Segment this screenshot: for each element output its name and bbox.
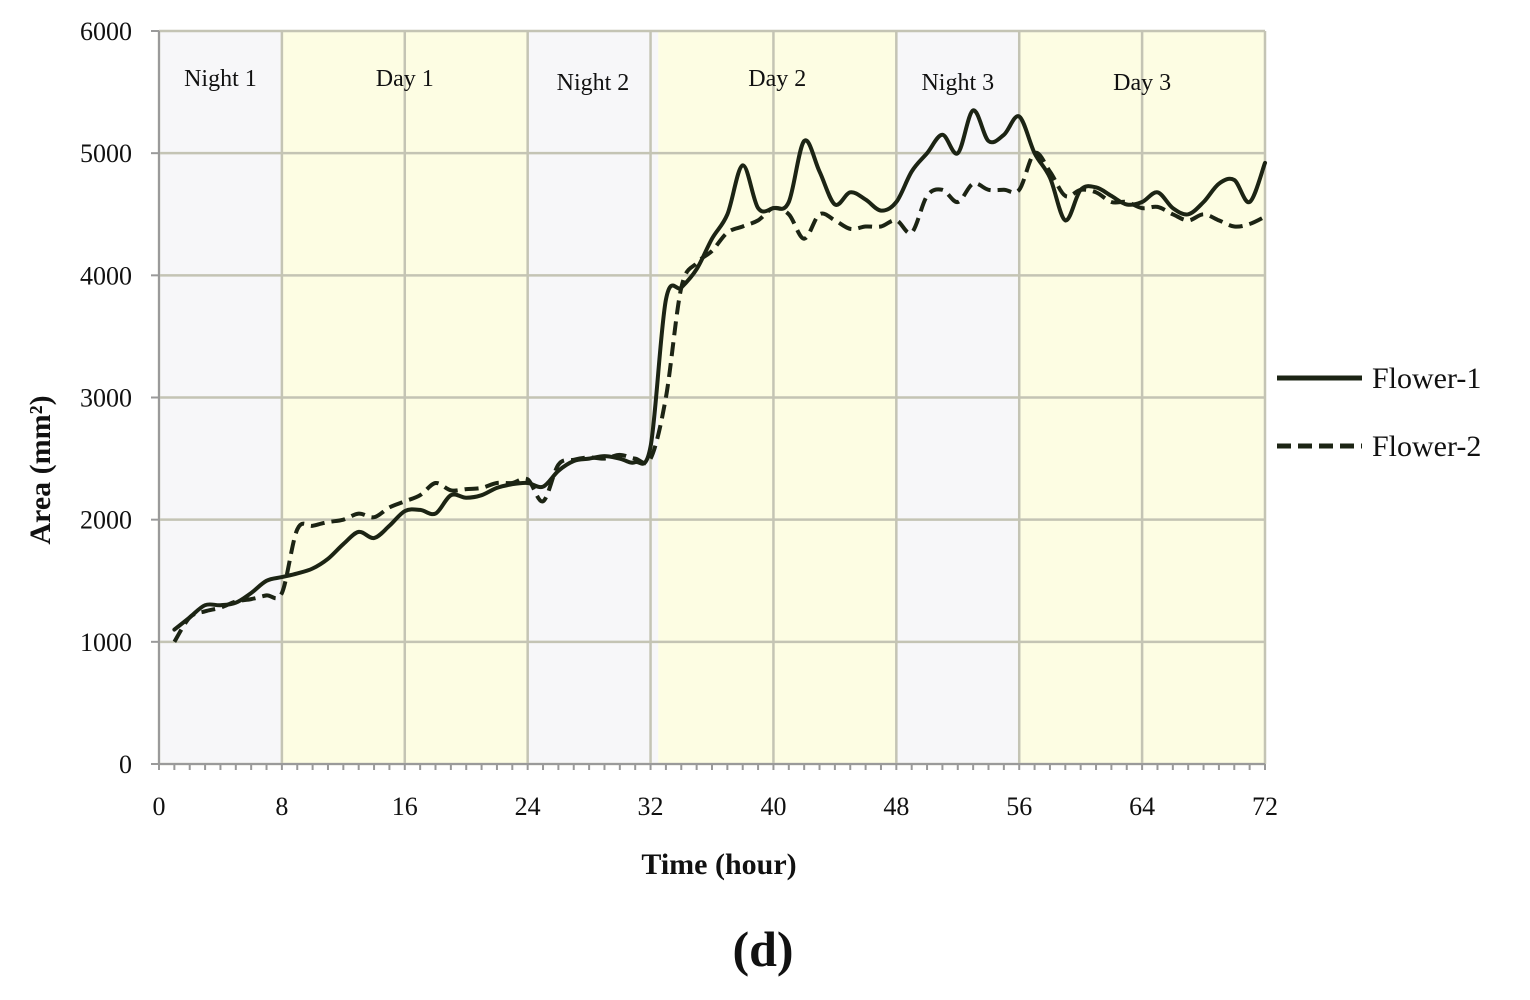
legend-label-flower-1: Flower-1 bbox=[1372, 362, 1481, 395]
y-tick-label: 6000 bbox=[80, 17, 132, 46]
x-tick-label: 32 bbox=[638, 792, 664, 821]
series-line-flower-2 bbox=[172, 150, 1266, 643]
x-tick-label: 16 bbox=[392, 792, 418, 821]
period-label: Night 3 bbox=[921, 70, 994, 96]
y-tick-label: 3000 bbox=[80, 384, 132, 413]
x-axis-title: Time (hour) bbox=[641, 848, 796, 881]
y-tick-label: 4000 bbox=[80, 261, 132, 290]
y-tick-label: 1000 bbox=[80, 628, 132, 657]
axes bbox=[151, 30, 1266, 770]
period-label: Day 2 bbox=[748, 66, 806, 92]
x-tick-label: 8 bbox=[275, 792, 288, 821]
period-label: Night 1 bbox=[184, 66, 257, 92]
period-label: Day 3 bbox=[1113, 70, 1171, 96]
y-tick-label: 0 bbox=[119, 750, 132, 779]
y-tick-label: 5000 bbox=[80, 139, 132, 168]
panel-label: (d) bbox=[732, 921, 793, 977]
x-tick-label: 24 bbox=[515, 792, 541, 821]
data-series bbox=[172, 108, 1267, 643]
period-labels: Night 1 Day 1 Night 2 Day 2 Night 3 Day 3 bbox=[184, 66, 1171, 96]
y-axis-title: Area (mm²) bbox=[24, 395, 57, 544]
y-tick-label: 2000 bbox=[80, 506, 132, 535]
tick-labels: 0 8 16 24 32 40 48 56 64 72 0 1000 2000 3000 4000 5000 6… bbox=[80, 17, 1278, 821]
x-tick-label: 48 bbox=[883, 792, 909, 821]
x-tick-label: 64 bbox=[1129, 792, 1155, 821]
x-tick-label: 56 bbox=[1006, 792, 1032, 821]
legend-label-flower-2: Flower-2 bbox=[1372, 430, 1481, 463]
period-label: Day 1 bbox=[376, 66, 434, 92]
legend: Flower-1 Flower-2 bbox=[1277, 362, 1481, 463]
x-tick-label: 72 bbox=[1252, 792, 1278, 821]
x-tick-label: 40 bbox=[760, 792, 786, 821]
x-tick-label: 0 bbox=[153, 792, 166, 821]
period-label: Night 2 bbox=[557, 70, 630, 96]
